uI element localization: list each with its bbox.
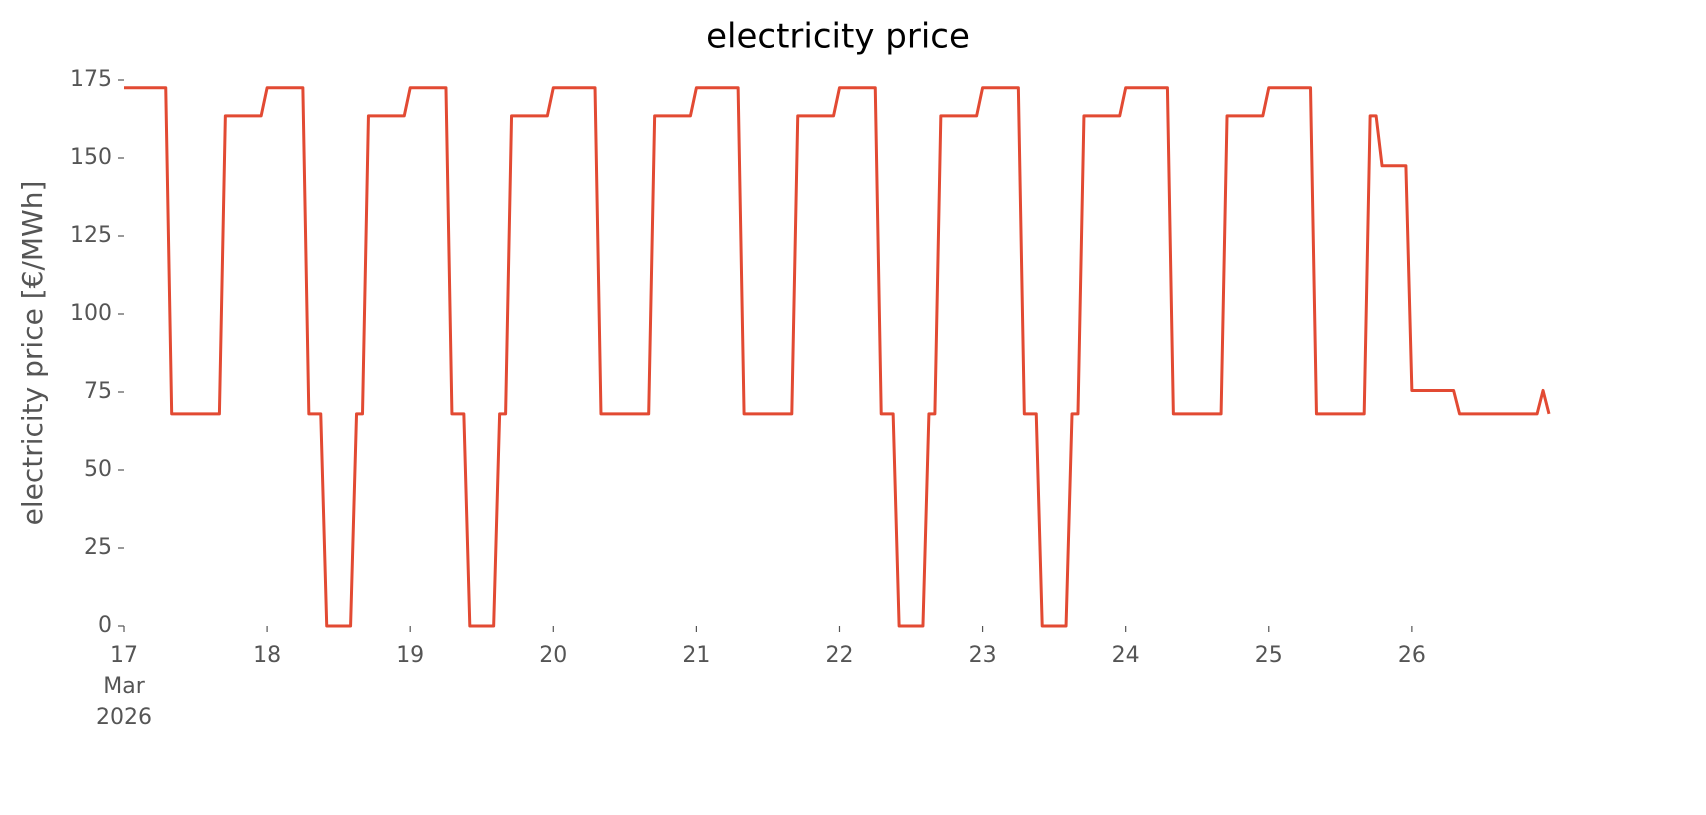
x-tick-label: 17 Mar 2026 [96, 643, 152, 730]
y-tick-label: 50 [84, 457, 112, 482]
x-tick-label: 20 [539, 643, 567, 668]
y-tick-label: 75 [84, 379, 112, 404]
x-tick-label: 22 [825, 643, 853, 668]
y-tick-label: 25 [84, 535, 112, 560]
x-tick-label: 19 [396, 643, 424, 668]
x-tick-label: 24 [1112, 643, 1140, 668]
y-tick-label: 150 [70, 145, 112, 170]
chart-title: electricity price [706, 17, 970, 57]
y-axis-label: electricity price [€/MWh] [16, 181, 49, 526]
x-tick-label: 18 [253, 643, 281, 668]
data-line [124, 86, 1551, 628]
y-tick-label: 100 [70, 301, 112, 326]
y-tick-label: 125 [70, 223, 112, 248]
x-tick-label: 23 [969, 643, 997, 668]
y-tick-label: 175 [70, 67, 112, 92]
x-tick-label: 25 [1255, 643, 1283, 668]
x-tick-label: 26 [1398, 643, 1426, 668]
x-tick-label: 21 [682, 643, 710, 668]
y-tick-label: 0 [98, 613, 112, 638]
